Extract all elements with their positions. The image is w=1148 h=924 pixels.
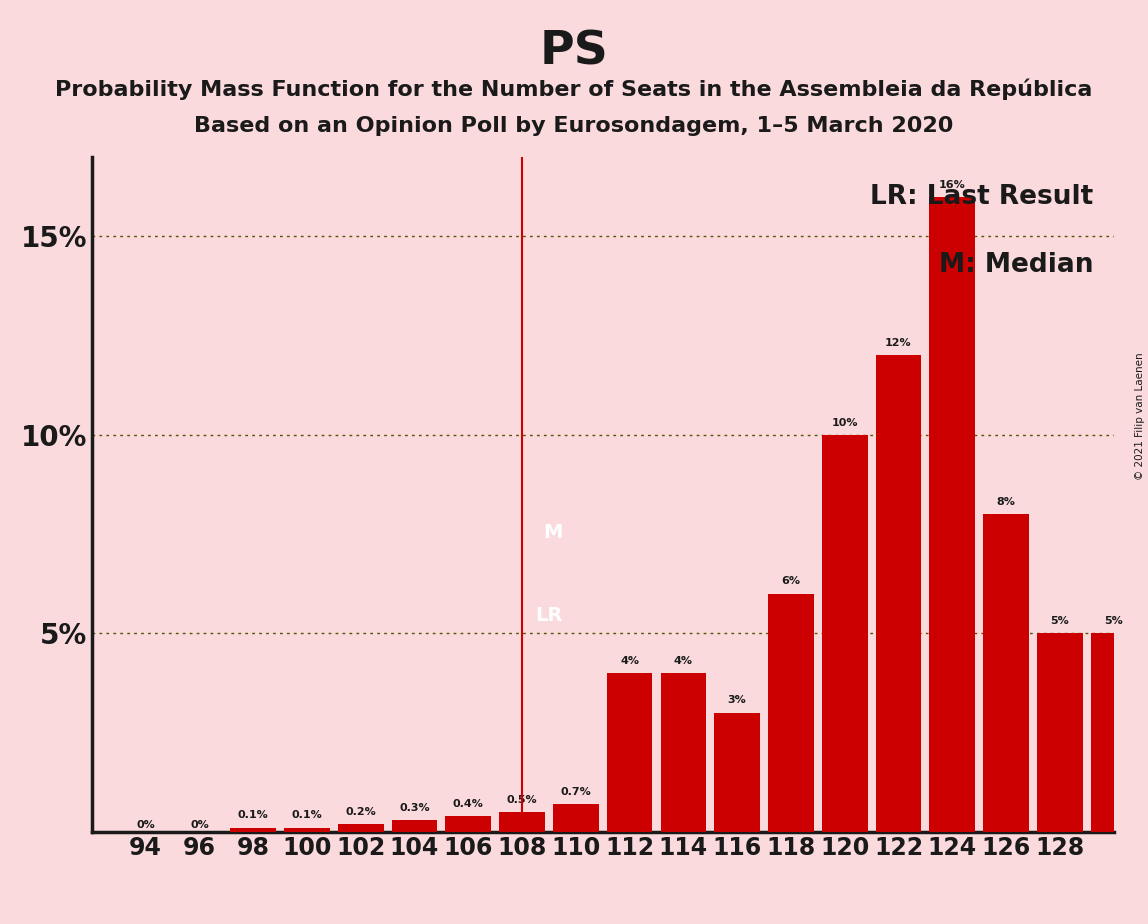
Text: Probability Mass Function for the Number of Seats in the Assembleia da República: Probability Mass Function for the Number… xyxy=(55,79,1093,100)
Text: PS: PS xyxy=(540,30,608,75)
Text: 0.7%: 0.7% xyxy=(560,786,591,796)
Text: M: M xyxy=(543,523,563,542)
Text: 16%: 16% xyxy=(939,179,965,189)
Text: 0%: 0% xyxy=(137,820,155,830)
Text: 12%: 12% xyxy=(885,338,912,348)
Text: 0%: 0% xyxy=(191,820,209,830)
Bar xyxy=(660,673,706,832)
Text: 0.3%: 0.3% xyxy=(400,803,429,812)
Bar xyxy=(499,812,545,832)
Text: © 2021 Filip van Laenen: © 2021 Filip van Laenen xyxy=(1135,352,1145,480)
Text: Based on an Opinion Poll by Eurosondagem, 1–5 March 2020: Based on an Opinion Poll by Eurosondagem… xyxy=(194,116,954,136)
Text: 0.4%: 0.4% xyxy=(452,798,483,808)
Bar xyxy=(1091,633,1137,832)
Text: 6%: 6% xyxy=(782,577,800,587)
Text: 10%: 10% xyxy=(831,418,858,428)
Text: 0.5%: 0.5% xyxy=(506,795,537,805)
Bar xyxy=(284,828,329,832)
Text: 5%: 5% xyxy=(1050,616,1069,626)
Bar xyxy=(231,828,276,832)
Bar xyxy=(553,804,598,832)
Bar xyxy=(768,593,814,832)
Bar xyxy=(1145,633,1148,832)
Bar xyxy=(607,673,652,832)
Bar xyxy=(930,197,975,832)
Text: 0.1%: 0.1% xyxy=(292,810,323,821)
Text: 0.2%: 0.2% xyxy=(346,807,377,817)
Text: 0.1%: 0.1% xyxy=(238,810,269,821)
Bar xyxy=(338,823,383,832)
Text: 8%: 8% xyxy=(996,497,1016,507)
Text: LR: Last Result: LR: Last Result xyxy=(870,184,1093,210)
Text: 5%: 5% xyxy=(1104,616,1123,626)
Bar xyxy=(822,435,868,832)
Bar xyxy=(983,514,1029,832)
Text: 3%: 3% xyxy=(728,696,746,705)
Bar xyxy=(445,816,491,832)
Text: 4%: 4% xyxy=(620,656,639,666)
Bar xyxy=(1037,633,1083,832)
Text: 4%: 4% xyxy=(674,656,693,666)
Bar xyxy=(876,356,922,832)
Bar xyxy=(714,712,760,832)
Text: LR: LR xyxy=(535,606,563,626)
Text: M: Median: M: Median xyxy=(939,251,1093,277)
Bar xyxy=(391,820,437,832)
